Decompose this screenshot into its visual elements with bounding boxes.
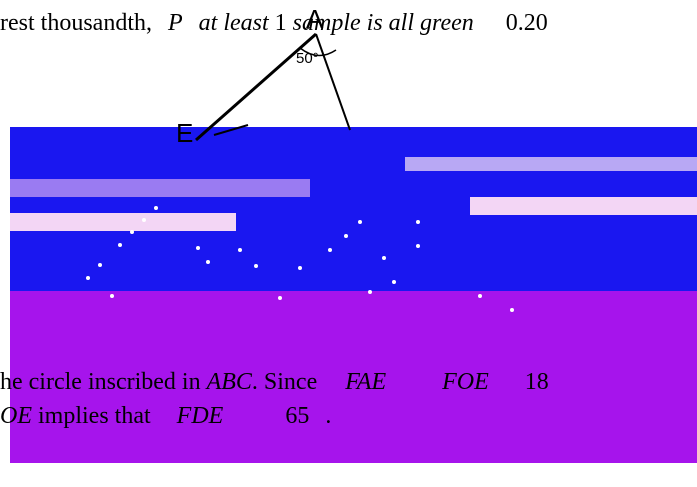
side-ab — [195, 32, 317, 142]
vertex-e-label: E — [176, 118, 193, 148]
angle-arc — [299, 47, 337, 57]
triangle-lines — [195, 32, 351, 142]
side-fe — [213, 124, 249, 136]
purple-artifact-band — [10, 291, 697, 463]
inscribed-circle-sentence: he circle inscribed in ABC. Since FAE FO… — [0, 367, 549, 397]
segment-oe: OE — [0, 403, 32, 429]
angle-foe: FOE — [442, 369, 489, 395]
implication-sentence: OE implies that FDE 65 . — [0, 401, 331, 431]
probability-statement: rest thousandth, P at least 1 sample is … — [0, 8, 548, 38]
count-one: 1 — [274, 10, 287, 36]
stripe — [405, 157, 697, 171]
stripe — [10, 213, 236, 231]
at-least-text: at least — [198, 10, 269, 36]
probability-value: 0.20 — [505, 10, 548, 36]
sum-value: 18 — [524, 369, 549, 395]
dotted-line-remnants — [86, 206, 514, 312]
side-ac — [315, 33, 351, 131]
angle-fde: FDE — [176, 403, 224, 429]
blue-artifact-band — [10, 127, 697, 291]
triangle-abc: ABC — [206, 369, 252, 395]
angle-fae: FAE — [345, 369, 387, 395]
stripe — [470, 197, 697, 215]
implies-text: implies that — [38, 403, 151, 429]
rounding-text: rest thousandth, — [0, 10, 152, 36]
vertex-a-label: A — [306, 4, 324, 34]
angle-fde-value: 65 — [285, 403, 310, 429]
since-text: . Since — [251, 369, 318, 395]
angle-a-label: 50° — [296, 50, 319, 67]
probability-symbol: P — [167, 10, 183, 36]
period: . — [325, 403, 332, 429]
inscribed-text: he circle inscribed in — [0, 369, 201, 395]
stripe — [10, 179, 310, 197]
sample-green-text: sample is all green — [292, 10, 474, 36]
